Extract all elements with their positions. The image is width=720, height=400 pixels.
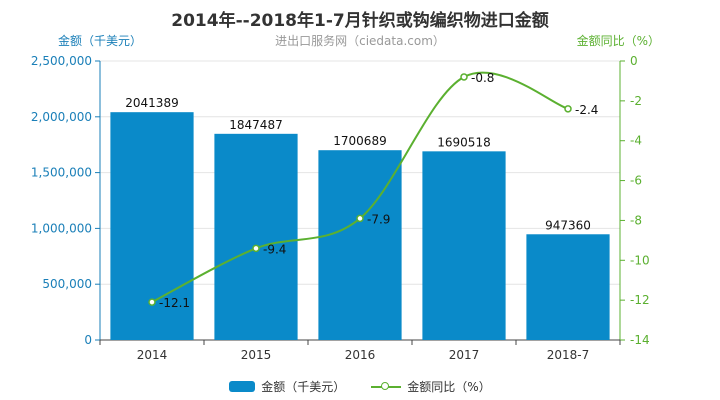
bar <box>526 234 610 340</box>
line-value-label: -12.1 <box>159 296 190 310</box>
x-tick-label: 2018-7 <box>547 348 590 362</box>
y-axis-right-label: 金额同比（%） <box>576 34 660 48</box>
legend-item-amount[interactable]: 金额（千美元） <box>229 378 345 395</box>
bar <box>318 150 402 340</box>
y-right-tick-label: -14 <box>630 333 650 347</box>
x-tick-label: 2016 <box>345 348 376 362</box>
line-point <box>356 214 364 223</box>
legend-label-amount: 金额（千美元） <box>261 380 346 394</box>
y-left-tick-label: 0 <box>84 333 92 347</box>
legend-line-swatch <box>371 381 402 393</box>
x-tick-label: 2015 <box>241 348 272 362</box>
x-tick-label: 2014 <box>137 348 168 362</box>
yoy-line <box>151 71 569 304</box>
legend-bar-swatch <box>229 381 256 392</box>
line-value-label: -7.9 <box>367 212 390 226</box>
line-point <box>252 244 260 253</box>
y-right-tick-label: -10 <box>630 253 650 267</box>
y-right-tick-label: -12 <box>630 293 650 307</box>
bar-value-label: 1690518 <box>437 135 490 149</box>
y-axis-left-label: 金额（千美元） <box>58 34 143 48</box>
legend-item-yoy[interactable]: 金额同比（%） <box>371 378 491 395</box>
line-value-label: -0.8 <box>471 71 494 85</box>
bar-value-label: 947360 <box>545 218 591 232</box>
line-value-label: -2.4 <box>575 103 598 117</box>
y-right-tick-label: -6 <box>630 174 642 188</box>
chart-title: 2014年--2018年1-7月针织或钩编织物进口金额 <box>171 11 549 31</box>
bar <box>214 133 298 340</box>
line-value-label: -9.4 <box>263 242 286 256</box>
y-left-tick-label: 2,000,000 <box>31 110 92 124</box>
bar-value-label: 1847487 <box>229 118 282 132</box>
y-right-tick-label: 0 <box>630 54 638 68</box>
x-tick-label: 2017 <box>449 348 480 362</box>
y-right-tick-label: -2 <box>630 94 642 108</box>
y-left-tick-label: 500,000 <box>42 277 92 291</box>
y-right-tick-label: -8 <box>630 213 642 227</box>
bar <box>422 151 506 340</box>
y-left-tick-label: 1,000,000 <box>31 221 92 235</box>
y-right-tick-label: -4 <box>630 134 642 148</box>
bar-value-label: 1700689 <box>333 134 386 148</box>
chart-subtitle: 进出口服务网（ciedata.com） <box>275 34 445 48</box>
line-point <box>564 105 572 113</box>
line-point <box>460 73 468 81</box>
line-point <box>148 298 156 306</box>
bar-value-label: 2041389 <box>125 96 178 110</box>
y-left-tick-label: 1,500,000 <box>31 166 92 180</box>
chart-legend: 金额（千美元） 金额同比（%） <box>0 378 720 395</box>
y-left-tick-label: 2,500,000 <box>31 54 92 68</box>
legend-label-yoy: 金额同比（%） <box>407 380 491 394</box>
